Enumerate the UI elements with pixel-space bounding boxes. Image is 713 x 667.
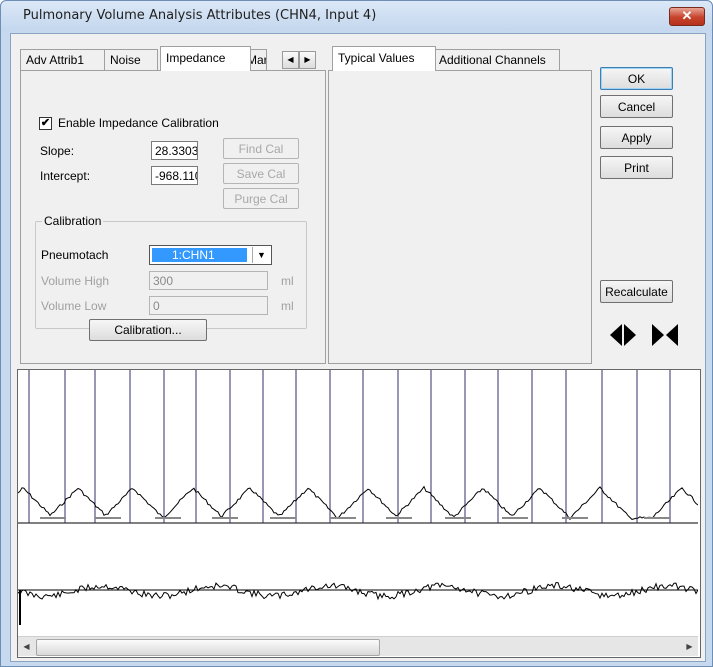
tab-typical-values[interactable]: Typical Values [332, 46, 436, 71]
intercept-label: Intercept: [40, 169, 91, 183]
dialog-client-area: Adv Attrib1 Noise Impedance Mark ◀ ▶ ✔ E… [10, 33, 706, 662]
waveform-canvas [18, 370, 698, 625]
signal-trace [18, 582, 698, 601]
pneumotach-label: Pneumotach [41, 248, 109, 262]
close-button[interactable]: ✕ [669, 7, 705, 26]
left-tab-panel: Adv Attrib1 Noise Impedance Mark ◀ ▶ ✔ E… [20, 46, 326, 364]
volume-high-label: Volume High [41, 274, 110, 288]
cancel-button[interactable]: Cancel [600, 95, 673, 118]
tab-noise[interactable]: Noise [104, 49, 158, 70]
slope-label: Slope: [40, 144, 75, 158]
calibration-group: Calibration Pneumotach 1:CHN1 ▼ Volume H… [35, 214, 307, 341]
calibration-button[interactable]: Calibration... [89, 319, 207, 341]
purge-cal-button[interactable]: Purge Cal [223, 188, 299, 209]
scrollbar-thumb[interactable] [36, 639, 380, 656]
tab-scroll-left-icon[interactable]: ◀ [282, 51, 299, 69]
volume-low-label: Volume Low [41, 299, 107, 313]
tab-additional-channels[interactable]: Additional Channels [433, 49, 560, 70]
volume-trace [18, 485, 698, 521]
left-tab-strip: Adv Attrib1 Noise Impedance Mark ◀ ▶ [20, 46, 326, 71]
tab-impedance[interactable]: Impedance [160, 46, 251, 71]
title-bar[interactable]: Pulmonary Volume Analysis Attributes (CH… [1, 1, 712, 31]
intercept-field[interactable]: -968.110 [151, 166, 198, 185]
middle-tab-panel: Typical Values Additional Channels [328, 46, 592, 364]
volume-high-unit: ml [281, 274, 294, 288]
print-button[interactable]: Print [600, 156, 673, 179]
recalculate-button[interactable]: Recalculate [600, 280, 673, 303]
horizontal-scrollbar[interactable]: ◀ ▶ [18, 636, 698, 656]
find-cal-button[interactable]: Find Cal [223, 138, 299, 159]
pneumotach-selected-value: 1:CHN1 [152, 248, 247, 262]
waveform-plot[interactable]: ◀ ▶ [17, 369, 701, 658]
compress-horizontal-icon[interactable] [649, 320, 681, 350]
enable-impedance-label: Enable Impedance Calibration [58, 116, 219, 130]
volume-high-field[interactable]: 300 [149, 271, 268, 290]
typical-values-tab-body [328, 70, 592, 364]
impedance-tab-body: ✔ Enable Impedance Calibration Slope: 28… [20, 70, 326, 364]
scroll-left-arrow-icon[interactable]: ◀ [23, 642, 30, 651]
tab-scroll-right-icon[interactable]: ▶ [299, 51, 316, 69]
scroll-right-arrow-icon[interactable]: ▶ [686, 642, 693, 651]
volume-low-field[interactable]: 0 [149, 296, 268, 315]
enable-impedance-checkbox[interactable]: ✔ [39, 117, 52, 130]
chevron-down-icon[interactable]: ▼ [252, 247, 270, 263]
save-cal-button[interactable]: Save Cal [223, 163, 299, 184]
expand-horizontal-icon[interactable] [607, 320, 639, 350]
tab-adv-attrib1[interactable]: Adv Attrib1 [20, 49, 114, 70]
calibration-group-title: Calibration [42, 214, 104, 228]
window-title: Pulmonary Volume Analysis Attributes (CH… [23, 8, 377, 23]
ok-button[interactable]: OK [600, 67, 673, 90]
volume-low-unit: ml [281, 299, 294, 313]
pneumotach-select[interactable]: 1:CHN1 ▼ [149, 245, 272, 265]
slope-field[interactable]: 28.3303 [151, 141, 198, 160]
apply-button[interactable]: Apply [600, 126, 673, 149]
